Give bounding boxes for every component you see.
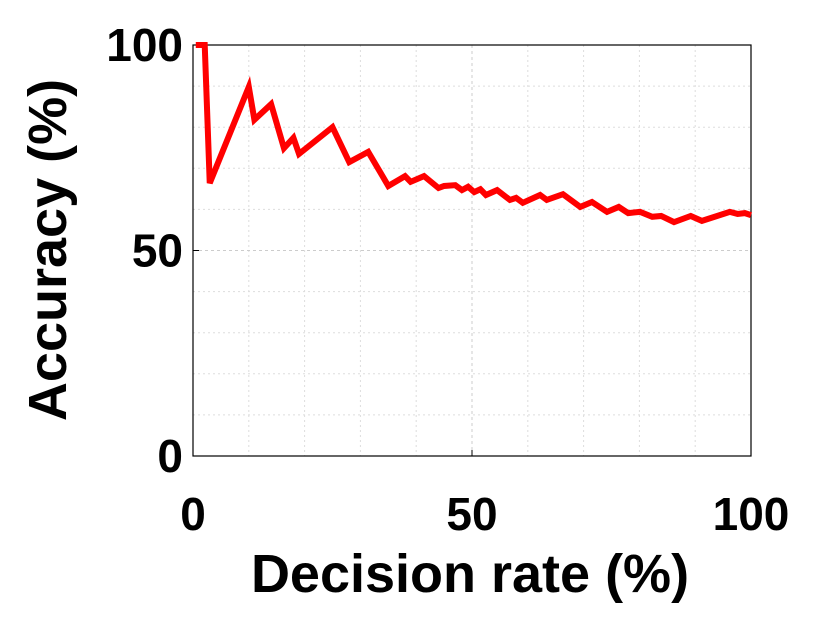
y-tick-label: 50 (132, 225, 183, 277)
plot-frame (192, 44, 752, 457)
y-tick-label: 0 (157, 430, 183, 482)
x-tick-label: 50 (446, 488, 497, 540)
data-line (195, 42, 752, 226)
x-axis-label: Decision rate (%) (251, 544, 689, 604)
y-tick-label: 100 (106, 19, 183, 71)
x-tick-label: 0 (180, 488, 206, 540)
y-axis-label: Accuracy (%) (18, 79, 78, 421)
x-tick-label: 100 (713, 488, 790, 540)
